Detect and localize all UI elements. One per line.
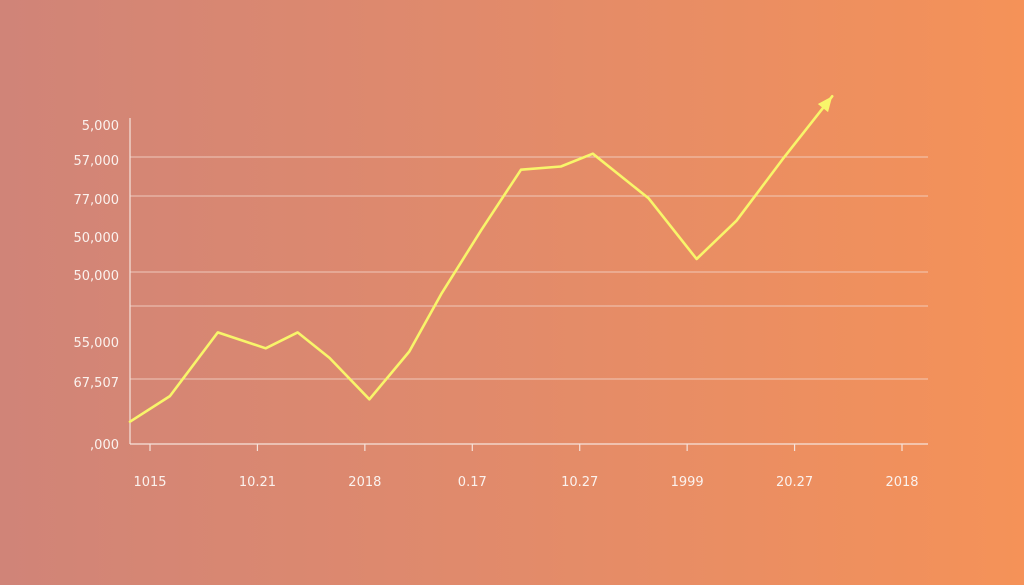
y-tick-label: 57,000 — [74, 154, 120, 169]
axes — [129, 118, 928, 445]
x-tick-label: 2018 — [348, 475, 381, 490]
x-tick-label: 0.17 — [458, 475, 487, 490]
x-axis-ticks: 1015 10.21 2018 0.17 10.27 1999 20.27 2018 — [133, 444, 919, 490]
series-arrowhead-icon — [817, 96, 833, 113]
y-tick-label: 77,000 — [74, 193, 120, 208]
x-tick-label: 20.27 — [776, 475, 813, 490]
x-tick-label: 2018 — [885, 475, 918, 490]
y-tick-label: 50,000 — [74, 269, 120, 284]
y-tick-label: 55,000 — [74, 336, 120, 351]
x-tick-label: 1999 — [671, 475, 704, 490]
y-tick-label: 50,000 — [74, 231, 120, 246]
gridlines — [130, 156, 928, 380]
series-group — [128, 95, 834, 423]
y-tick-label: 67,507 — [74, 376, 120, 391]
y-tick-label: ,000 — [90, 438, 119, 453]
y-tick-label: 5,000 — [82, 119, 119, 134]
y-axis-ticks: 5,000 57,000 77,000 50,000 50,000 55,000 67,50… — [74, 119, 120, 453]
x-tick-label: 1015 — [133, 475, 166, 490]
x-tick-label: 10.27 — [561, 475, 598, 490]
series-line — [128, 95, 834, 423]
x-tick-label: 10.21 — [239, 475, 276, 490]
